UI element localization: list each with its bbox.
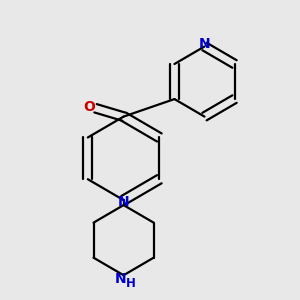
Text: H: H	[126, 277, 136, 290]
Text: N: N	[199, 37, 210, 51]
Text: O: O	[84, 100, 95, 114]
Text: N: N	[115, 272, 127, 286]
Text: N: N	[118, 195, 129, 209]
